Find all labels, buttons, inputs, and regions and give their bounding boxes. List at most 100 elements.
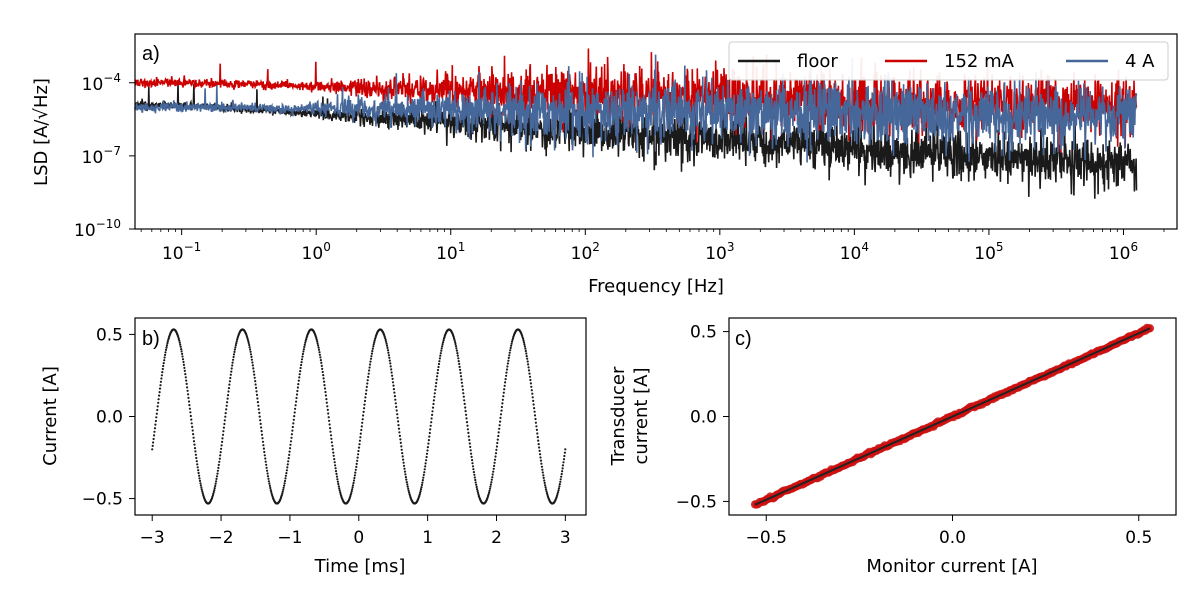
b-point: [223, 419, 226, 422]
c-xtick-label: −0.5: [746, 528, 787, 548]
b-point: [331, 448, 334, 451]
b-point: [260, 430, 263, 433]
b-point: [394, 398, 397, 401]
b-point: [357, 449, 360, 453]
b-point: [558, 485, 561, 488]
b-point: [323, 380, 326, 383]
b-point: [396, 413, 399, 416]
b-point: [527, 363, 530, 366]
b-point: [224, 412, 227, 415]
b-point: [196, 463, 199, 466]
b-point: [185, 379, 188, 382]
b-point: [528, 375, 532, 378]
b-point: [529, 378, 532, 382]
b-point: [198, 477, 201, 480]
b-point: [330, 441, 333, 444]
b-point: [286, 463, 289, 466]
b-point: [455, 349, 458, 352]
b-point: [406, 483, 409, 486]
b-point: [193, 447, 197, 450]
b-point: [294, 407, 297, 410]
b-point: [254, 380, 257, 383]
b-point: [325, 398, 328, 401]
a-xtick-label: 10−1: [162, 240, 201, 264]
b-point: [522, 339, 525, 342]
b-point: [371, 350, 374, 353]
b-point: [402, 458, 405, 461]
b-point: [151, 444, 154, 447]
b-point: [369, 357, 373, 360]
b-point: [418, 493, 421, 496]
b-point: [561, 470, 564, 473]
b-point: [318, 351, 321, 354]
b-point: [212, 492, 215, 495]
b-point: [229, 376, 232, 380]
b-point: [499, 420, 502, 423]
b-point: [325, 401, 328, 404]
b-point: [303, 343, 306, 346]
b-point: [404, 476, 407, 479]
b-point: [476, 488, 479, 491]
b-point: [322, 374, 325, 377]
b-point: [337, 482, 340, 486]
b-xtick-label: −2: [209, 528, 234, 548]
b-point: [235, 340, 238, 343]
b-point: [179, 343, 182, 346]
b-point: [249, 348, 252, 351]
b-point: [488, 491, 491, 494]
b-point: [395, 405, 398, 408]
b-point: [439, 352, 442, 355]
b-point: [249, 350, 252, 353]
b-point: [397, 427, 401, 430]
b-point: [213, 489, 216, 492]
b-point: [533, 410, 536, 413]
b-point: [426, 446, 429, 449]
b-point: [296, 389, 299, 393]
b-point: [362, 410, 365, 413]
b-point: [525, 355, 528, 358]
c-xtick-label: 0.5: [1125, 528, 1152, 548]
b-point: [262, 444, 265, 447]
b-point: [370, 355, 373, 358]
b-point: [507, 356, 510, 359]
b-point: [471, 459, 474, 462]
b-point: [504, 381, 507, 384]
b-point: [493, 461, 496, 464]
b-point: [560, 472, 563, 476]
b-point: [428, 435, 431, 438]
b-ytick-label: −0.5: [82, 490, 123, 510]
b-point: [166, 340, 169, 343]
panel-b-frame: [134, 317, 587, 516]
b-point: [195, 460, 198, 463]
b-point: [197, 471, 200, 475]
b-point: [198, 479, 202, 482]
b-point: [368, 369, 371, 372]
b-point: [159, 380, 162, 383]
b-point: [453, 339, 456, 342]
b-point: [539, 453, 542, 456]
b-point: [225, 408, 228, 411]
b-point: [387, 354, 390, 357]
b-point: [457, 357, 460, 360]
b-point: [298, 373, 301, 376]
b-point: [561, 464, 565, 467]
b-point: [284, 477, 287, 480]
b-point: [458, 365, 461, 368]
b-point: [269, 486, 272, 490]
b-point: [315, 336, 318, 340]
b-point: [430, 417, 433, 420]
b-point: [157, 401, 160, 404]
b-point: [183, 366, 186, 369]
b-point: [562, 461, 565, 464]
b-point: [497, 431, 500, 434]
b-point: [487, 493, 490, 496]
b-point: [423, 468, 426, 471]
b-point: [324, 390, 327, 394]
b-point: [488, 487, 492, 490]
a-xtick-label: 102: [571, 240, 600, 264]
b-point: [530, 385, 533, 388]
b-point: [289, 443, 292, 446]
b-point: [506, 365, 509, 368]
b-point: [289, 447, 292, 450]
b-point: [529, 382, 533, 385]
